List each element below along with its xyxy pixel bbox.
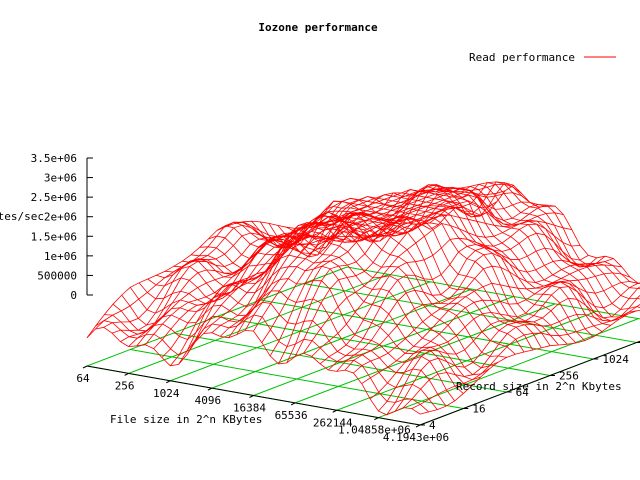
grid-line xyxy=(260,299,594,360)
surface-mesh-line xyxy=(86,326,421,416)
x-tick-label: 65536 xyxy=(275,409,308,422)
y-axis-line xyxy=(419,340,640,426)
z-tick-label: 3e+06 xyxy=(44,172,77,185)
x-tick-label: 64 xyxy=(76,372,90,385)
surface-mesh-line xyxy=(234,196,568,345)
read-performance-surface xyxy=(86,181,640,416)
surface-mesh-line xyxy=(129,265,464,394)
surface-mesh-line xyxy=(328,232,589,371)
chart-title: Iozone performance xyxy=(258,21,378,34)
surface-mesh-line xyxy=(173,222,507,358)
surface-mesh-line xyxy=(329,181,640,290)
surface-mesh-line xyxy=(112,290,447,407)
y-tick-label: 4 xyxy=(429,419,436,432)
surface-mesh-line xyxy=(338,182,640,284)
grid-line xyxy=(419,340,640,426)
surface-mesh-line xyxy=(190,216,525,353)
x-tick-label: 1.04858e+06 xyxy=(338,424,411,437)
z-tick-label: 2e+06 xyxy=(44,211,77,224)
y-tick-label: 64 xyxy=(516,386,530,399)
y-axis-label: Record size in 2^n Kbytes xyxy=(456,380,622,393)
surface-mesh-line xyxy=(320,182,640,300)
legend-label-read-performance: Read performance xyxy=(469,51,575,64)
x-axis-label: File size in 2^n KBytes xyxy=(110,413,262,426)
surface-mesh-line xyxy=(251,192,585,341)
z-tick-label: 1e+06 xyxy=(44,250,77,263)
grid-line xyxy=(130,349,464,409)
surface-mesh-line xyxy=(294,184,629,322)
x-tick-mark xyxy=(290,402,296,406)
surface-mesh-line xyxy=(344,252,606,371)
grid-line xyxy=(303,283,637,343)
surface-mesh-line xyxy=(346,184,640,284)
z-axis-label: Kbytes/sec xyxy=(0,210,44,223)
surface-mesh-line xyxy=(138,254,473,386)
x-tick-label: 4.1943e+06 xyxy=(383,431,449,444)
z-tick-label: 2.5e+06 xyxy=(31,191,77,204)
y-tick-label: 256 xyxy=(559,370,579,383)
x-tick-label: 4096 xyxy=(195,394,222,407)
x-tick-label: 1024 xyxy=(153,387,180,400)
surface-mesh-line xyxy=(208,205,542,349)
legend: Read performance xyxy=(469,51,616,64)
z-tick-label: 500000 xyxy=(37,269,77,282)
surface-mesh-line xyxy=(156,228,490,376)
x-tick-label: 262144 xyxy=(313,416,353,429)
y-tick-label: 16 xyxy=(472,403,485,416)
surface-mesh-line xyxy=(104,301,438,410)
surface-mesh-line xyxy=(216,200,551,346)
surface-mesh-line xyxy=(303,185,637,318)
surface-mesh-line xyxy=(95,314,429,413)
base-grid xyxy=(86,266,640,426)
z-axis-ticks: 0 500000 1e+06 1.5e+06 2e+06 2.5e+06 3e+06 3.5e… xyxy=(31,152,93,302)
x-tick-mark xyxy=(249,395,254,398)
z-tick-label: 3.5e+06 xyxy=(31,152,77,165)
y-tick-label: 1024 xyxy=(602,353,629,366)
x-tick-mark xyxy=(82,365,88,369)
x-tick-mark xyxy=(207,387,213,391)
x-tick-label: 16384 xyxy=(233,402,266,415)
surface-mesh-line xyxy=(121,278,456,402)
surface-mesh-line xyxy=(286,186,620,322)
grid-line xyxy=(173,332,507,393)
x-axis-ticks: 64 256 1024 4096 16384 65536 2621441.04858e+06… xyxy=(76,365,449,444)
surface-mesh-line xyxy=(312,183,640,310)
z-tick-label: 1.5e+06 xyxy=(31,230,77,243)
x-tick-mark xyxy=(332,409,337,413)
z-tick-label: 0 xyxy=(70,289,77,302)
x-tick-mark xyxy=(166,380,171,384)
y-axis-ticks: 416642561024409616384 xyxy=(420,342,640,432)
x-tick-mark xyxy=(374,417,379,421)
x-tick-mark xyxy=(124,372,129,376)
x-tick-label: 256 xyxy=(115,379,135,392)
x-tick-mark xyxy=(415,424,421,428)
surface-mesh-line xyxy=(225,197,560,346)
